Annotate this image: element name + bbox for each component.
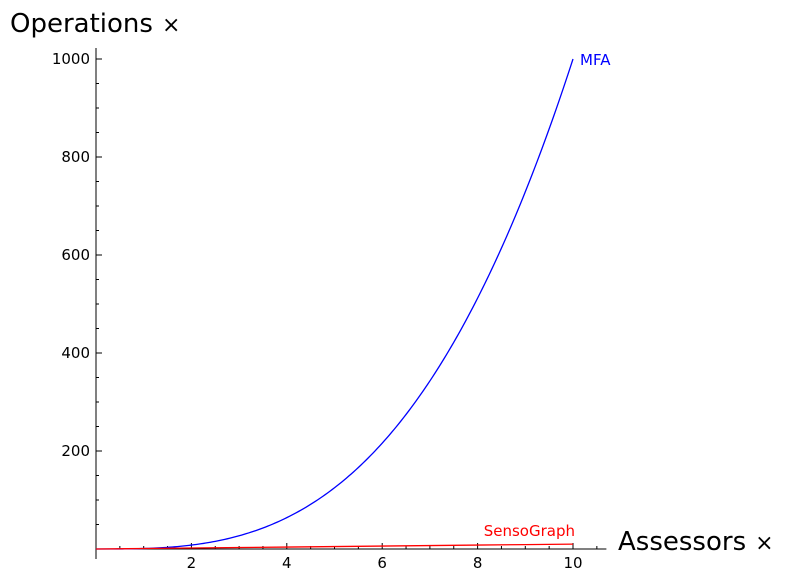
x-tick-label: 2 — [187, 554, 197, 572]
x-tick-label: 8 — [473, 554, 483, 572]
y-axis-title-suffix: × — [162, 13, 180, 38]
y-tick-label: 600 — [61, 246, 90, 264]
series-label-mfa: MFA — [580, 51, 611, 69]
series: MFA SensoGraph — [95, 51, 611, 550]
series-line-mfa — [96, 58, 574, 550]
y-tick-label: 200 — [61, 442, 90, 460]
y-tick-label: 400 — [61, 344, 90, 362]
x-axis-title: Assessors × — [618, 527, 774, 557]
x-tick-label: 6 — [377, 554, 387, 572]
y-axis-title: Operations × — [10, 9, 180, 39]
y-tick-label: 800 — [61, 148, 90, 166]
axes: 2 4 6 8 10 200 400 600 800 1000 — [52, 48, 607, 572]
x-tick-label: 10 — [563, 554, 582, 572]
series-label-sensograph: SensoGraph — [484, 522, 575, 540]
x-axis-title-text: Assessors — [618, 527, 746, 557]
x-axis-title-suffix: × — [755, 531, 773, 556]
y-axis-title-text: Operations — [10, 9, 153, 39]
series-line-sensograph — [95, 543, 574, 550]
x-tick-label: 4 — [282, 554, 292, 572]
y-tick-label: 1000 — [52, 50, 90, 68]
